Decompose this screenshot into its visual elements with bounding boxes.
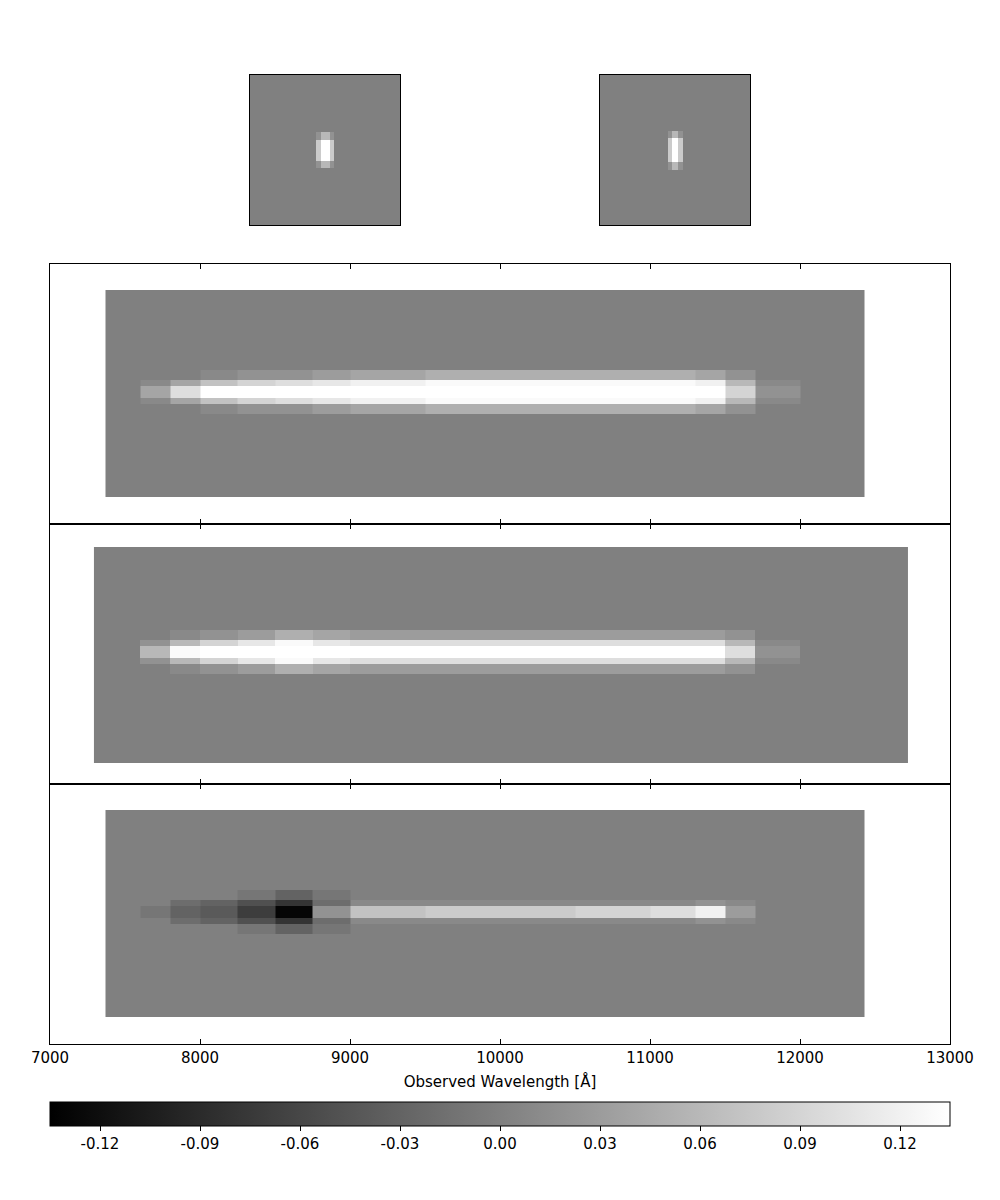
svg-text:8000: 8000 [181,1049,219,1067]
svg-text:9000: 9000 [331,1049,369,1067]
svg-text:-0.12: -0.12 [81,1135,120,1153]
svg-text:0.09: 0.09 [783,1135,816,1153]
svg-text:0.00: 0.00 [483,1135,516,1153]
svg-text:7000: 7000 [31,1049,69,1067]
svg-text:-0.03: -0.03 [381,1135,420,1153]
svg-text:Observed Wavelength [Å]: Observed Wavelength [Å] [404,1072,597,1091]
svg-text:0.06: 0.06 [683,1135,716,1153]
svg-text:-0.06: -0.06 [281,1135,320,1153]
svg-text:10000: 10000 [476,1049,524,1067]
svg-text:-0.09: -0.09 [181,1135,220,1153]
svg-text:11000: 11000 [626,1049,674,1067]
svg-text:0.03: 0.03 [583,1135,616,1153]
svg-text:0.12: 0.12 [883,1135,916,1153]
svg-text:12000: 12000 [776,1049,824,1067]
svg-text:13000: 13000 [926,1049,974,1067]
